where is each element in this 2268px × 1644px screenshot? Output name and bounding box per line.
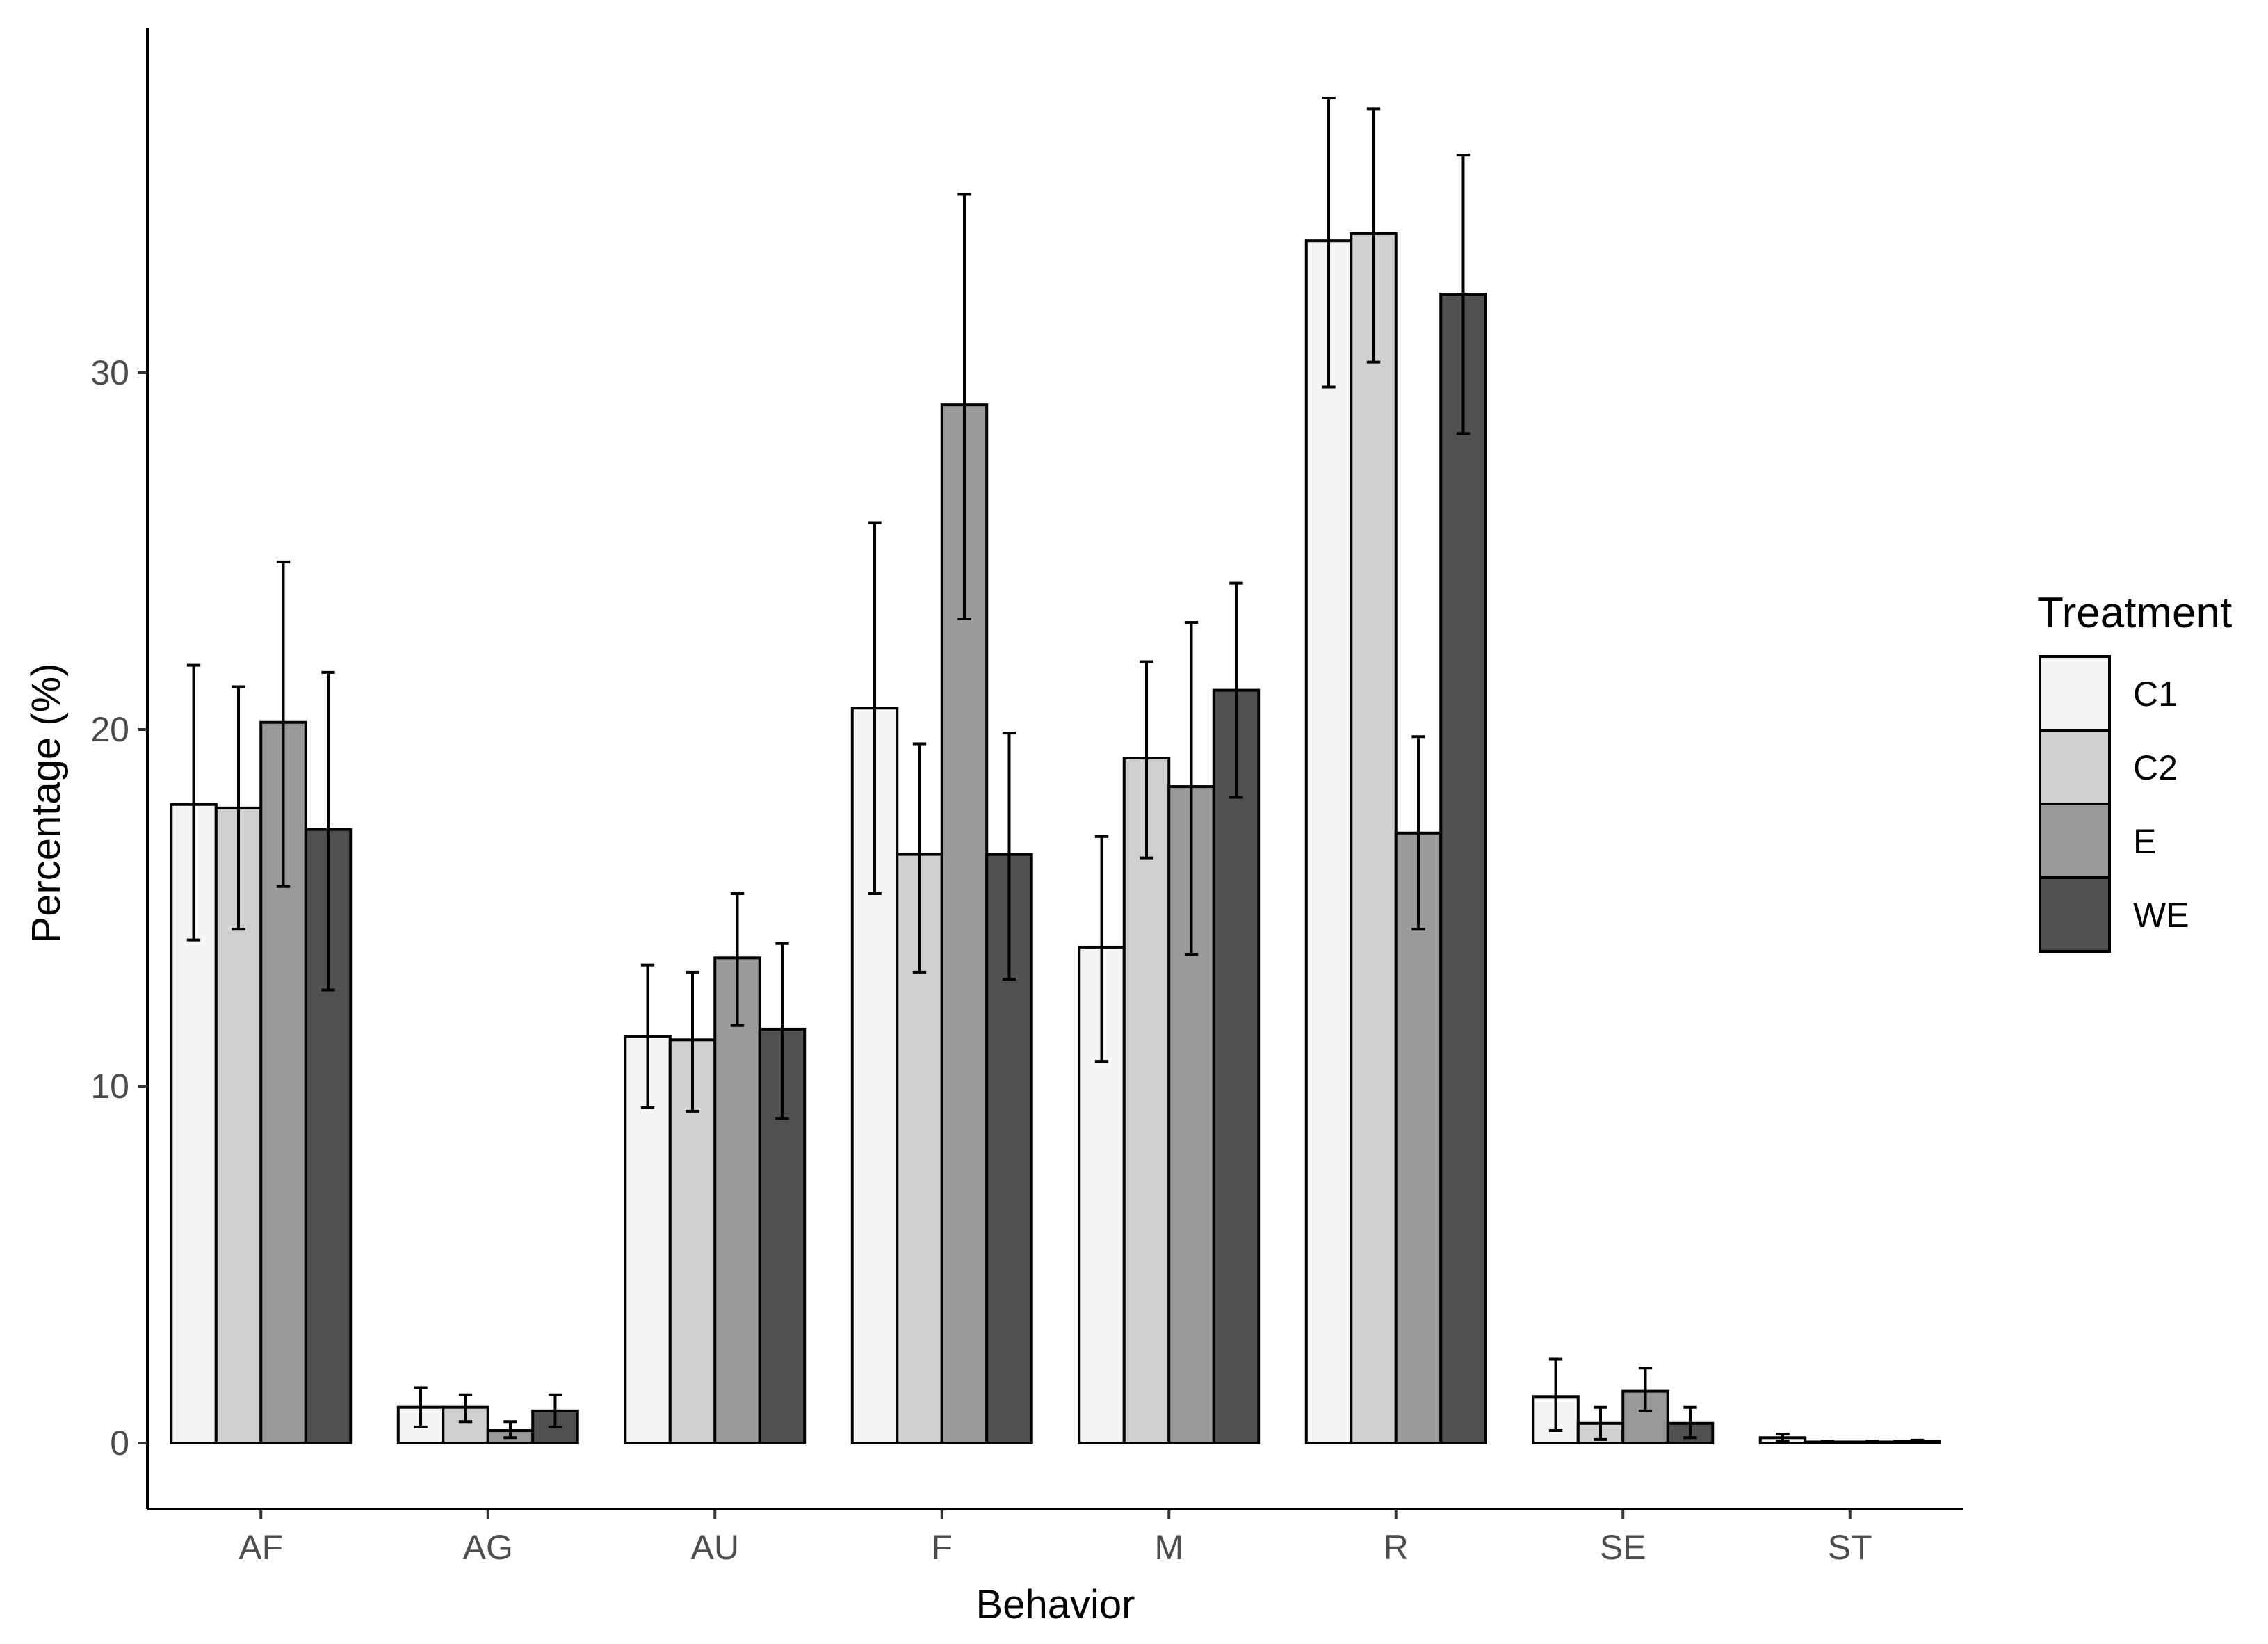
error-bar-c2-ag [458, 1393, 473, 1424]
x-tick-label: ST [1828, 1528, 1872, 1567]
bar-e-au [713, 956, 761, 1444]
legend-key-c2 [2039, 729, 2111, 805]
legend-key-c1 [2039, 655, 2111, 732]
error-bar-we-st [1910, 1438, 1925, 1444]
error-bar-c2-m [1140, 660, 1153, 860]
y-tick-label: 30 [90, 353, 129, 392]
bar-we-r [1439, 293, 1487, 1444]
error-bar-we-au [775, 942, 789, 1120]
bar-e-r [1394, 831, 1443, 1444]
legend: Treatment C1 C2 E WE [2037, 589, 2232, 953]
x-tick-label: AF [238, 1528, 283, 1567]
error-bars-layer [186, 96, 1925, 1444]
error-bar-e-ag [503, 1420, 517, 1440]
error-bar-e-se [1638, 1367, 1653, 1412]
y-tick-label: 10 [90, 1067, 129, 1106]
legend-title: Treatment [2037, 589, 2232, 637]
legend-label-we: WE [2133, 896, 2189, 935]
error-bar-e-au [730, 892, 745, 1027]
error-bar-we-f [1002, 732, 1016, 981]
y-axis-title: Percentage (%) [24, 663, 69, 944]
legend-key-we [2039, 876, 2111, 953]
error-bar-c1-r [1322, 96, 1336, 389]
error-bar-c1-m [1094, 835, 1109, 1063]
bar-c2-m [1122, 757, 1171, 1445]
legend-key-e [2039, 803, 2111, 879]
error-bar-we-m [1229, 581, 1243, 799]
x-tick-label: R [1384, 1528, 1409, 1567]
legend-label-e: E [2133, 822, 2156, 861]
y-tick-label: 0 [110, 1424, 129, 1462]
x-tick-label: AU [691, 1528, 739, 1567]
error-bar-c2-af [232, 685, 245, 931]
error-bar-e-m [1184, 621, 1199, 956]
legend-label-c1: C1 [2133, 675, 2178, 714]
error-bar-c2-st [1820, 1440, 1835, 1444]
error-bar-e-af [276, 560, 291, 888]
bar-we-m [1212, 688, 1261, 1445]
error-bar-c1-se [1548, 1357, 1563, 1433]
error-bar-c2-au [686, 970, 699, 1113]
error-bar-c2-f [912, 742, 927, 974]
bar-we-af [304, 828, 353, 1444]
error-bar-e-st [1865, 1440, 1879, 1444]
error-bar-we-ag [548, 1393, 562, 1428]
x-tick-label: M [1154, 1528, 1183, 1567]
error-bar-we-r [1456, 154, 1471, 435]
x-tick-label: AG [463, 1528, 513, 1567]
error-bar-e-f [957, 193, 971, 620]
x-axis-title: Behavior [976, 1582, 1135, 1627]
error-bar-e-r [1411, 735, 1425, 931]
error-bar-we-se [1683, 1405, 1697, 1440]
x-tick-label: F [931, 1528, 953, 1567]
x-tick-label: SE [1600, 1528, 1646, 1567]
y-tick-label: 20 [90, 710, 129, 749]
error-bar-c2-se [1594, 1405, 1607, 1441]
error-bar-c1-au [640, 963, 655, 1109]
error-bar-c1-f [868, 521, 882, 895]
bars-layer [170, 232, 1941, 1445]
error-bar-c1-st [1776, 1433, 1790, 1443]
bar-c2-r [1350, 232, 1398, 1444]
axes: AF AG AU F M R SE ST 0 10 20 30 [90, 28, 1963, 1567]
error-bar-c2-r [1366, 107, 1381, 364]
legend-label-c2: C2 [2133, 748, 2178, 787]
error-bar-c1-ag [414, 1386, 428, 1428]
bar-c1-r [1304, 239, 1353, 1445]
error-bar-c1-af [186, 663, 201, 942]
error-bar-we-af [321, 670, 335, 992]
